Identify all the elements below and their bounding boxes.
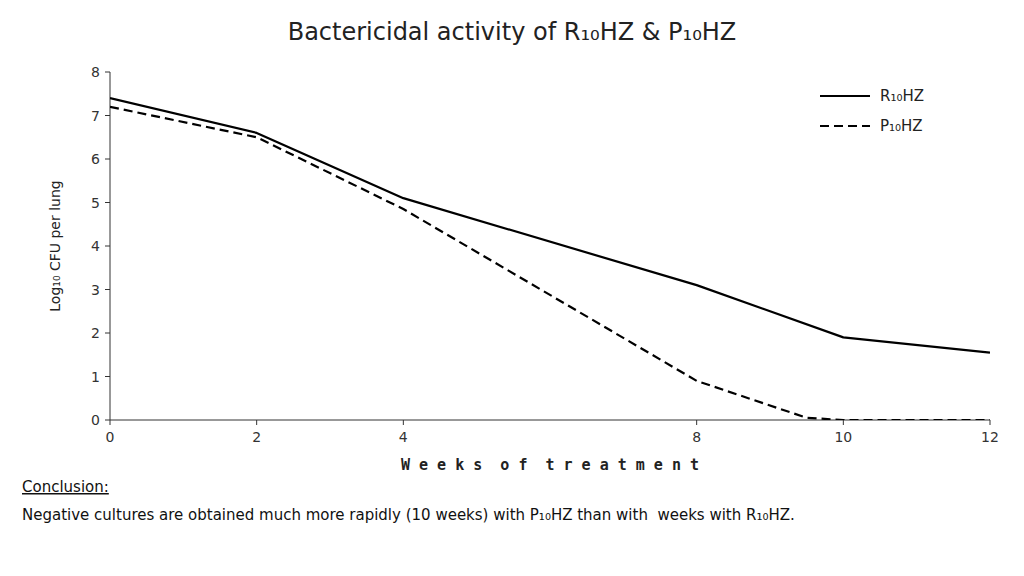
x-tick-label: 8 bbox=[692, 429, 701, 445]
y-tick-label: 3 bbox=[91, 282, 100, 298]
x-tick bbox=[256, 420, 257, 425]
x-tick-label: 2 bbox=[252, 429, 261, 445]
y-tick-label: 4 bbox=[91, 238, 100, 254]
y-tick-label: 8 bbox=[91, 64, 100, 80]
y-tick bbox=[105, 115, 110, 116]
y-tick bbox=[105, 420, 110, 421]
x-tick bbox=[110, 420, 111, 425]
x-axis-label: W e e k s o f t r e a t m e n t bbox=[401, 456, 699, 474]
y-tick bbox=[105, 333, 110, 334]
x-tick-label: 12 bbox=[981, 429, 999, 445]
series-line bbox=[110, 107, 990, 420]
y-tick bbox=[105, 159, 110, 160]
title: Bactericidal activity of R₁₀HZ & P₁₀HZ bbox=[288, 18, 737, 46]
y-tick-label: 0 bbox=[91, 412, 100, 428]
y-tick-label: 5 bbox=[91, 195, 100, 211]
y-tick bbox=[105, 376, 110, 377]
y-axis-label: Log₁₀ CFU per lung bbox=[47, 180, 63, 311]
legend-swatch bbox=[820, 125, 870, 127]
series-line bbox=[110, 98, 990, 352]
x-tick bbox=[843, 420, 844, 425]
y-tick bbox=[105, 246, 110, 247]
annotation: Conclusion: bbox=[22, 478, 109, 496]
x-tick bbox=[990, 420, 991, 425]
y-tick-label: 2 bbox=[91, 325, 100, 341]
y-tick-label: 6 bbox=[91, 151, 100, 167]
legend-label: R₁₀HZ bbox=[880, 87, 924, 105]
plot-area bbox=[110, 98, 990, 420]
y-tick bbox=[105, 289, 110, 290]
legend: R₁₀HZ P₁₀HZ bbox=[820, 87, 924, 135]
x-tick bbox=[696, 420, 697, 425]
x-tick-label: 10 bbox=[834, 429, 852, 445]
y-tick bbox=[105, 202, 110, 203]
y-tick bbox=[105, 72, 110, 73]
legend-swatch bbox=[820, 95, 870, 97]
y-tick-label: 7 bbox=[91, 108, 100, 124]
annotation: Negative cultures are obtained much more… bbox=[22, 506, 795, 524]
legend-label: P₁₀HZ bbox=[880, 117, 923, 135]
x-tick bbox=[403, 420, 404, 425]
y-tick-label: 1 bbox=[91, 369, 100, 385]
chart: Bactericidal activity of R₁₀HZ & P₁₀HZ 0 2… bbox=[0, 0, 1024, 576]
x-tick-label: 4 bbox=[399, 429, 408, 445]
x-tick-label: 0 bbox=[106, 429, 115, 445]
